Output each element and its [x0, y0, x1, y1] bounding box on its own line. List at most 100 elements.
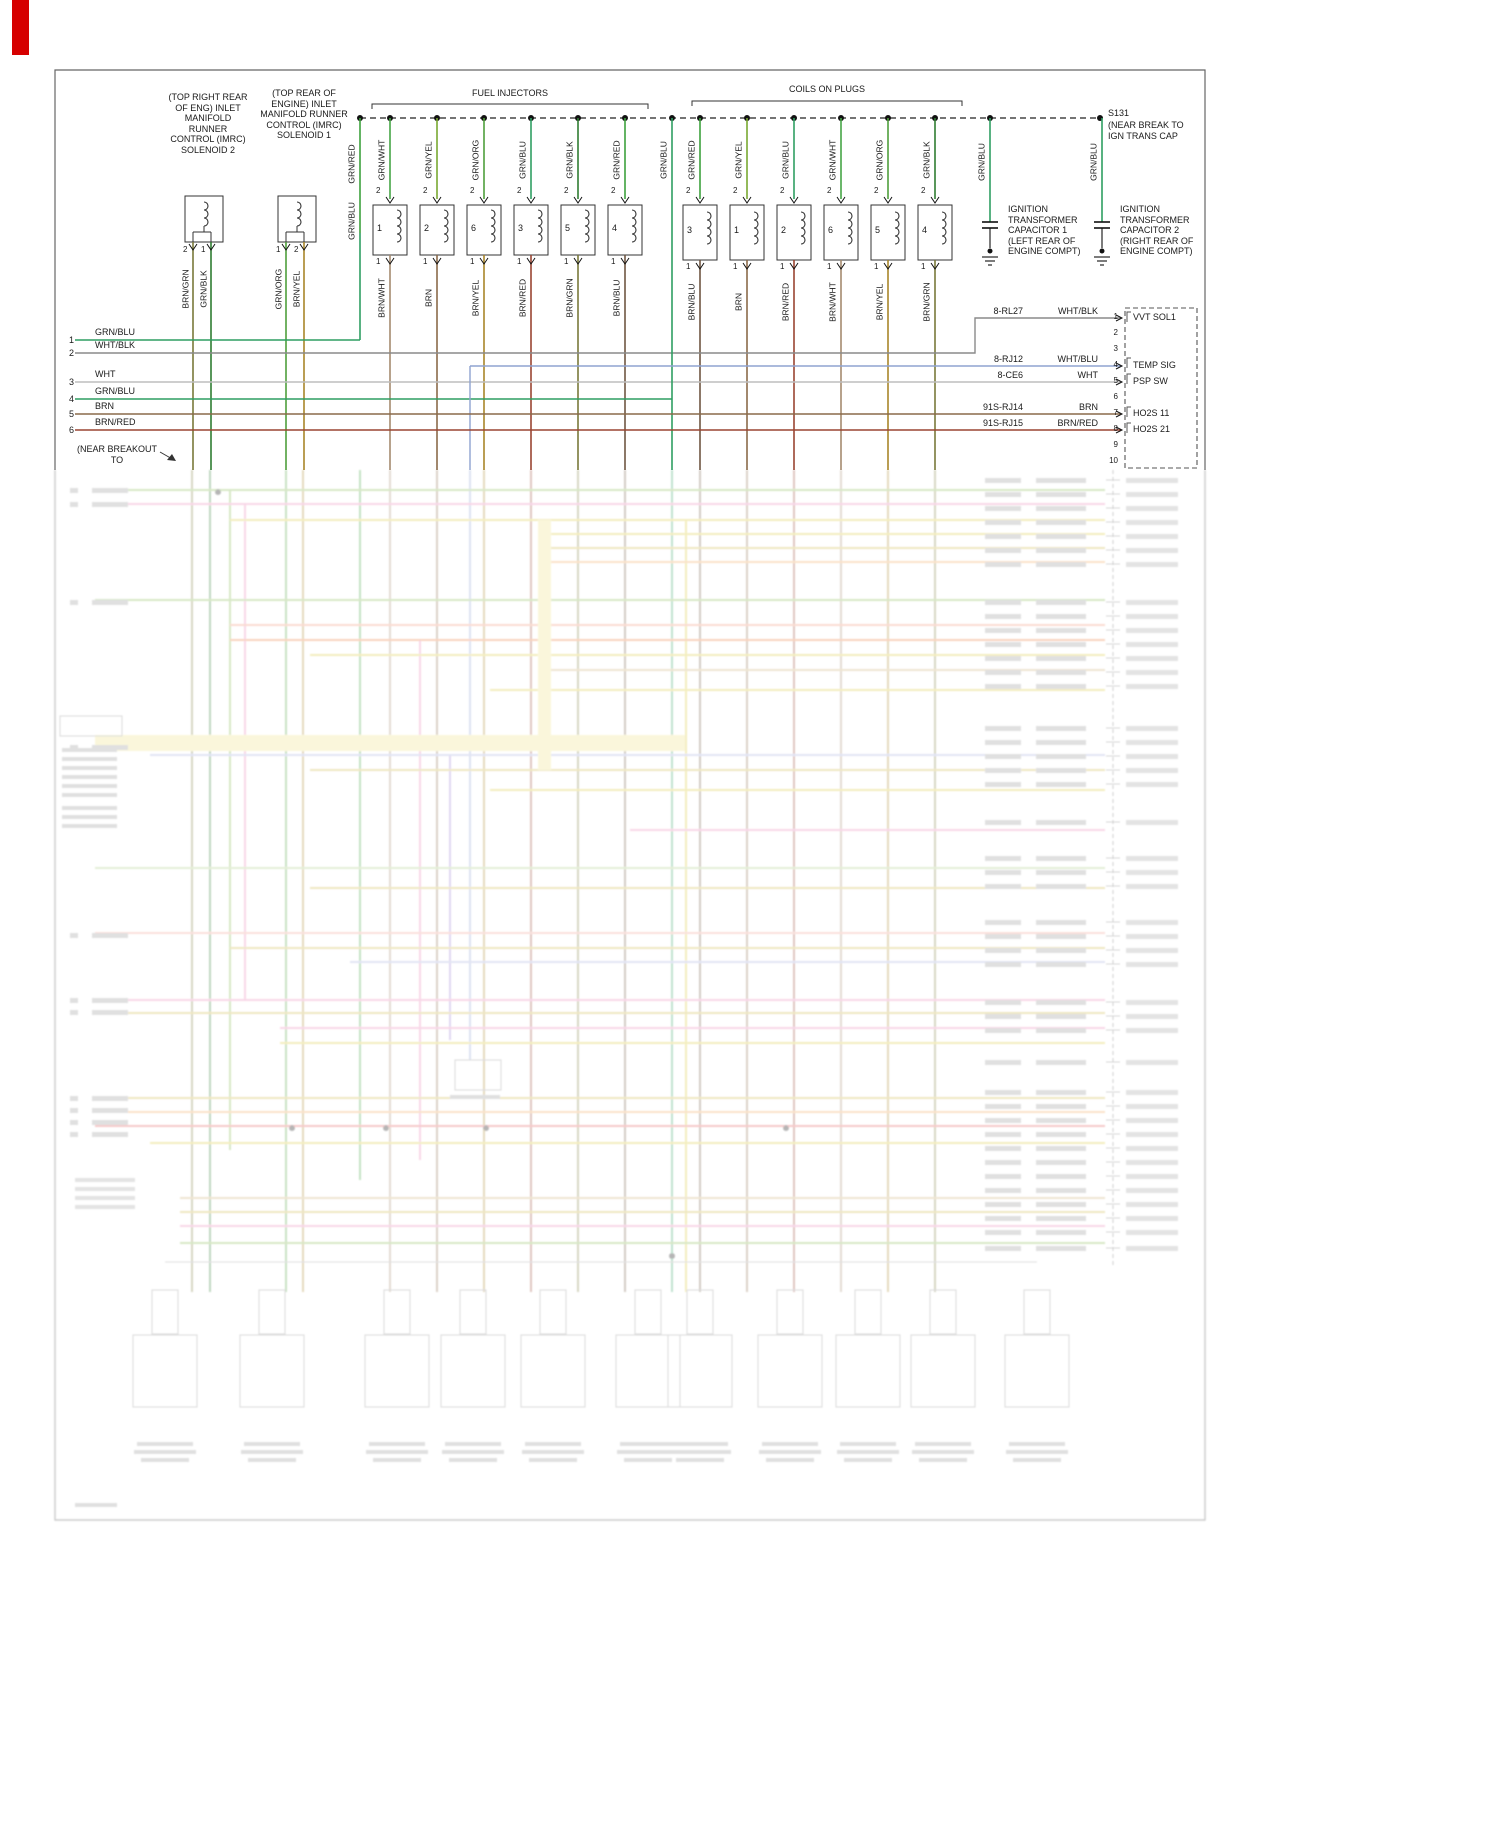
- imrc-solenoid-2-symbol: [184, 195, 224, 470]
- pcm-pin-2: 2: [1113, 328, 1118, 337]
- injector-4-number: 3: [518, 223, 524, 233]
- coil-3-return-label: BRN/RED: [780, 282, 791, 322]
- pcm-pin-8: 8: [1113, 424, 1118, 433]
- injector-symbol-4: [513, 118, 549, 470]
- injector-symbol-5: [560, 118, 596, 470]
- injector-5-pin-top: 2: [564, 186, 569, 195]
- red-margin-bar: [12, 0, 29, 55]
- circuit-row-4-number: 4: [68, 394, 74, 404]
- pcm-pin-7: 7: [1113, 408, 1118, 417]
- imrc1-wire-left-label: GRN/ORG: [273, 268, 284, 310]
- mid-grn-blu-wire-label: GRN/BLU: [658, 141, 669, 179]
- injector-5-number: 5: [565, 223, 571, 233]
- injector-5-pin-bottom: 1: [564, 257, 569, 266]
- injector-2-return-label: BRN: [423, 289, 434, 307]
- coil-3-number: 2: [781, 225, 787, 235]
- injector-3-pin-bottom: 1: [470, 257, 475, 266]
- pcm-pin-6: 6: [1113, 392, 1118, 401]
- coil-3-pin-bottom: 1: [780, 262, 785, 271]
- fuel-injectors-group-label: FUEL INJECTORS: [471, 88, 548, 98]
- imrc1-wire-right-label: BRN/YEL: [291, 270, 302, 308]
- pcm-wire-color-3: WHT: [1077, 370, 1099, 380]
- pcm-label-ho2s-21: HO2S 21: [1133, 424, 1171, 434]
- imrc1-pin-right: 2: [294, 245, 299, 254]
- pcm-pin-9: 9: [1113, 440, 1118, 449]
- circuit-row-1-label: GRN/BLU: [95, 327, 136, 337]
- imrc2-pin-right: 1: [201, 245, 206, 254]
- capacitor-2-symbol: [1094, 118, 1110, 266]
- imrc1-pin-left: 1: [276, 245, 281, 254]
- injector-3-return-label: BRN/YEL: [470, 279, 481, 317]
- coil-symbol-3: [776, 118, 812, 470]
- injector-3-pin-top: 2: [470, 186, 475, 195]
- injector-4-feed-label: GRN/BLU: [517, 141, 528, 179]
- injector-4-pin-top: 2: [517, 186, 522, 195]
- circuit-row-5-number: 5: [68, 409, 74, 419]
- injector-6-pin-bottom: 1: [611, 257, 616, 266]
- circuit-row-3-number: 3: [68, 377, 74, 387]
- injector-5-return-label: BRN/GRN: [564, 278, 575, 318]
- imrc-solenoid-1-label: (TOP REAR OF ENGINE) INLET MANIFOLD RUNN…: [260, 88, 348, 140]
- coil-symbol-1: [682, 118, 718, 470]
- coil-6-pin-top: 2: [921, 186, 926, 195]
- injector-symbol-1: [372, 118, 408, 470]
- coil-symbol-5: [870, 118, 906, 470]
- wiring-graphics: [54, 69, 1206, 470]
- coil-1-feed-label: GRN/RED: [686, 140, 697, 180]
- pcm-wire-color-1: WHT/BLK: [1057, 306, 1098, 316]
- injector-symbol-6: [607, 118, 643, 470]
- pcm-wire-code-1: 8-RL27: [993, 306, 1023, 316]
- imrc-solenoid-2-label: (TOP RIGHT REAR OF ENG) INLET MANIFOLD R…: [168, 92, 248, 155]
- coil-6-return-label: BRN/GRN: [921, 282, 932, 322]
- pcm-connector-box: [1124, 307, 1198, 469]
- circuit-row-2-number: 2: [68, 348, 74, 358]
- s131-splice-label: S131: [1108, 108, 1130, 118]
- injector-6-feed-label: GRN/RED: [611, 140, 622, 180]
- injector-1-pin-bottom: 1: [376, 257, 381, 266]
- coil-2-pin-bottom: 1: [733, 262, 738, 271]
- circuit-row-3-label: WHT: [95, 369, 116, 379]
- coil-4-pin-bottom: 1: [827, 262, 832, 271]
- capacitor-2-label: IGNITION TRANSFORMER CAPACITOR 2 (RIGHT …: [1120, 204, 1194, 256]
- coil-3-pin-top: 2: [780, 186, 785, 195]
- injector-1-number: 1: [377, 223, 383, 233]
- coil-2-return-label: BRN: [733, 293, 744, 311]
- pcm-label-ho2s-11: HO2S 11: [1133, 408, 1170, 418]
- injector-2-number: 2: [424, 223, 430, 233]
- pcm-wire-color-4: BRN: [1078, 402, 1098, 412]
- injector-1-return-label: BRN/WHT: [376, 278, 387, 318]
- injector-1-pin-top: 2: [376, 186, 381, 195]
- grn-blu-wire-label: GRN/BLU: [346, 202, 357, 240]
- coil-4-return-label: BRN/WHT: [827, 282, 838, 322]
- coils-on-plugs-group-label: COILS ON PLUGS: [788, 84, 866, 94]
- injector-symbol-3: [466, 118, 502, 470]
- imrc2-wire-left-label: BRN/GRN: [180, 269, 191, 309]
- capacitor-1-label: IGNITION TRANSFORMER CAPACITOR 1 (LEFT R…: [1008, 204, 1081, 256]
- pcm-pin-4: 4: [1113, 360, 1118, 369]
- pcm-wire-code-5: 91S-RJ15: [982, 418, 1023, 428]
- circuit-row-2-label: WHT/BLK: [95, 340, 136, 350]
- pcm-pin-10: 10: [1109, 456, 1118, 465]
- injector-4-return-label: BRN/RED: [517, 278, 528, 318]
- imrc2-wire-right-label: GRN/BLK: [198, 270, 209, 308]
- coil-2-pin-top: 2: [733, 186, 738, 195]
- coil-1-pin-bottom: 1: [686, 262, 691, 271]
- pcm-wire-code-3: 8-CE6: [997, 370, 1023, 380]
- injector-2-feed-label: GRN/YEL: [423, 141, 434, 179]
- injector-symbol-2: [419, 118, 455, 470]
- injector-5-feed-label: GRN/BLK: [564, 141, 575, 179]
- injector-6-number: 4: [612, 223, 618, 233]
- imrc-solenoid-1-symbol: [277, 195, 317, 470]
- injector-4-pin-bottom: 1: [517, 257, 522, 266]
- capacitor-2-wire-label: GRN/BLU: [1088, 143, 1099, 181]
- coil-symbol-4: [823, 118, 859, 470]
- capacitor-1-symbol: [982, 118, 998, 266]
- coil-1-pin-top: 2: [686, 186, 691, 195]
- pcm-pin-1: 1: [1113, 312, 1118, 321]
- coil-6-feed-label: GRN/BLK: [921, 141, 932, 179]
- injector-3-number: 6: [471, 223, 477, 233]
- injector-1-feed-label: GRN/WHT: [376, 139, 387, 181]
- coil-5-pin-bottom: 1: [874, 262, 879, 271]
- circuit-row-5-label: BRN: [95, 401, 115, 411]
- near-breakout-note: (NEAR BREAKOUT TO: [76, 444, 157, 465]
